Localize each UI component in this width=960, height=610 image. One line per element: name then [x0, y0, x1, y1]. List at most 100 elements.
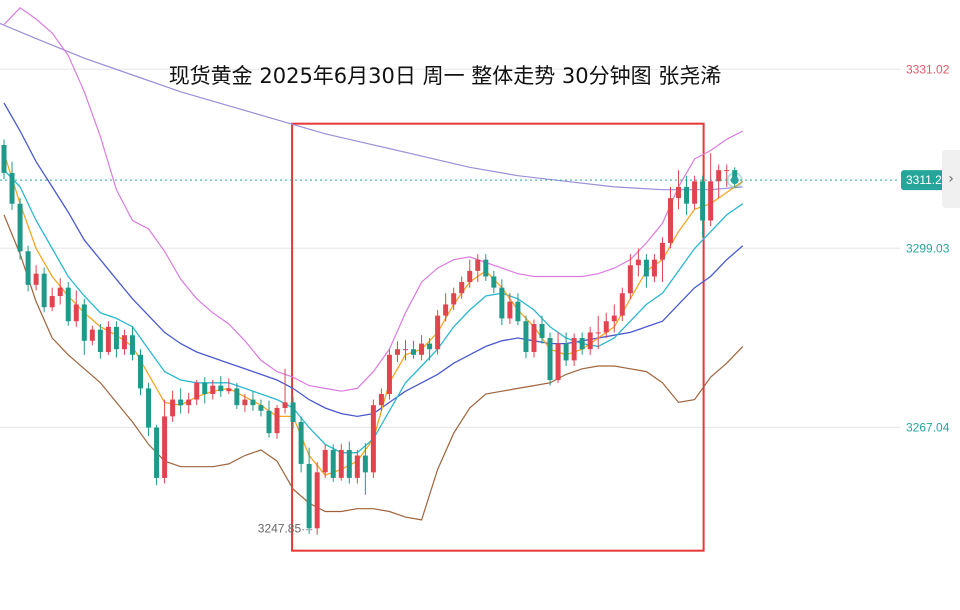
candle-body [603, 321, 609, 333]
current-price-halo [726, 172, 743, 189]
candle-body [579, 338, 585, 350]
candle-48 [386, 349, 392, 400]
candle-body [290, 402, 296, 422]
candle-body [306, 463, 312, 529]
candle-78 [627, 254, 633, 299]
candle-body [724, 170, 730, 172]
candle-33 [266, 400, 272, 438]
candle-54 [435, 310, 441, 355]
candle-20 [162, 399, 168, 484]
candle-body [386, 354, 392, 394]
candle-body [684, 186, 690, 204]
candle-87 [700, 175, 706, 238]
candle-22 [178, 388, 184, 414]
candle-body [435, 315, 441, 350]
candle-85 [684, 175, 690, 215]
candle-79 [635, 248, 641, 277]
candle-4 [33, 265, 39, 291]
expand-panel-icon[interactable]: › [942, 150, 960, 208]
candle-body [322, 449, 328, 473]
candle-body [499, 287, 505, 319]
candle-45 [362, 443, 368, 495]
candle-58 [467, 259, 473, 288]
y-tick-label-2: 3267.04 [906, 420, 950, 434]
candle-body [523, 321, 529, 353]
candle-39 [314, 462, 320, 535]
candle-72 [579, 332, 585, 355]
candle-body [162, 416, 168, 478]
y-tick-label-0: 3331.02 [906, 62, 950, 76]
candles [1, 139, 738, 535]
candle-body [563, 343, 569, 361]
candle-body [659, 242, 665, 260]
candle-7 [57, 278, 63, 305]
candle-body [443, 304, 449, 316]
low-marker: 3247.85 [258, 522, 315, 536]
candle-51 [411, 340, 417, 359]
candle-2 [17, 198, 23, 260]
candle-body [507, 301, 513, 319]
candle-81 [651, 254, 657, 283]
candle-19 [154, 424, 160, 486]
candle-body [17, 203, 23, 252]
candle-80 [643, 254, 649, 288]
candle-73 [587, 326, 593, 355]
candle-61 [491, 270, 497, 294]
candle-body [595, 332, 601, 334]
candle-13 [105, 321, 111, 355]
candle-60 [483, 254, 489, 281]
candle-42 [338, 443, 344, 481]
candle-body [700, 181, 706, 221]
candle-body [250, 399, 256, 406]
candle-41 [330, 444, 336, 482]
candle-body [121, 335, 127, 350]
candle-44 [354, 449, 360, 484]
ma-slow-line [0, 22, 743, 191]
candle-body [555, 343, 561, 380]
candle-55 [443, 293, 449, 322]
candle-70 [563, 332, 569, 366]
candle-67 [539, 315, 545, 344]
candle-0 [1, 139, 7, 180]
candle-body [475, 259, 481, 271]
candle-body [483, 259, 489, 277]
bb-lower-line [3, 214, 744, 521]
candle-36 [290, 396, 296, 429]
candle-65 [523, 315, 529, 359]
candle-16 [129, 326, 135, 361]
candle-body [186, 399, 192, 406]
candle-body [330, 449, 336, 478]
candle-body [194, 382, 200, 400]
candle-body [25, 251, 31, 285]
candle-body [467, 270, 473, 283]
candle-56 [451, 287, 457, 311]
candle-5 [41, 267, 47, 313]
candle-9 [73, 290, 79, 327]
candle-34 [274, 405, 280, 439]
candle-46 [370, 399, 376, 478]
candle-body [258, 405, 264, 411]
current-price-dot [730, 176, 739, 185]
candle-body [129, 335, 135, 355]
candle-body [33, 273, 39, 285]
candle-body [9, 172, 15, 204]
candle-86 [692, 175, 698, 210]
candle-body [587, 332, 593, 350]
candle-68 [547, 332, 553, 386]
candle-59 [475, 254, 481, 283]
candle-body [242, 399, 248, 406]
candle-31 [250, 391, 256, 411]
candle-body [154, 427, 160, 478]
candle-body [274, 407, 280, 434]
candle-body [619, 293, 625, 316]
low-price-label: 3247.85 [258, 522, 302, 536]
candle-6 [49, 287, 55, 312]
candle-body [314, 472, 320, 529]
candle-77 [619, 287, 625, 322]
candle-body [491, 276, 497, 288]
candle-body [411, 349, 417, 355]
candle-74 [595, 315, 601, 350]
candle-26 [210, 379, 216, 400]
candle-body [403, 349, 408, 351]
